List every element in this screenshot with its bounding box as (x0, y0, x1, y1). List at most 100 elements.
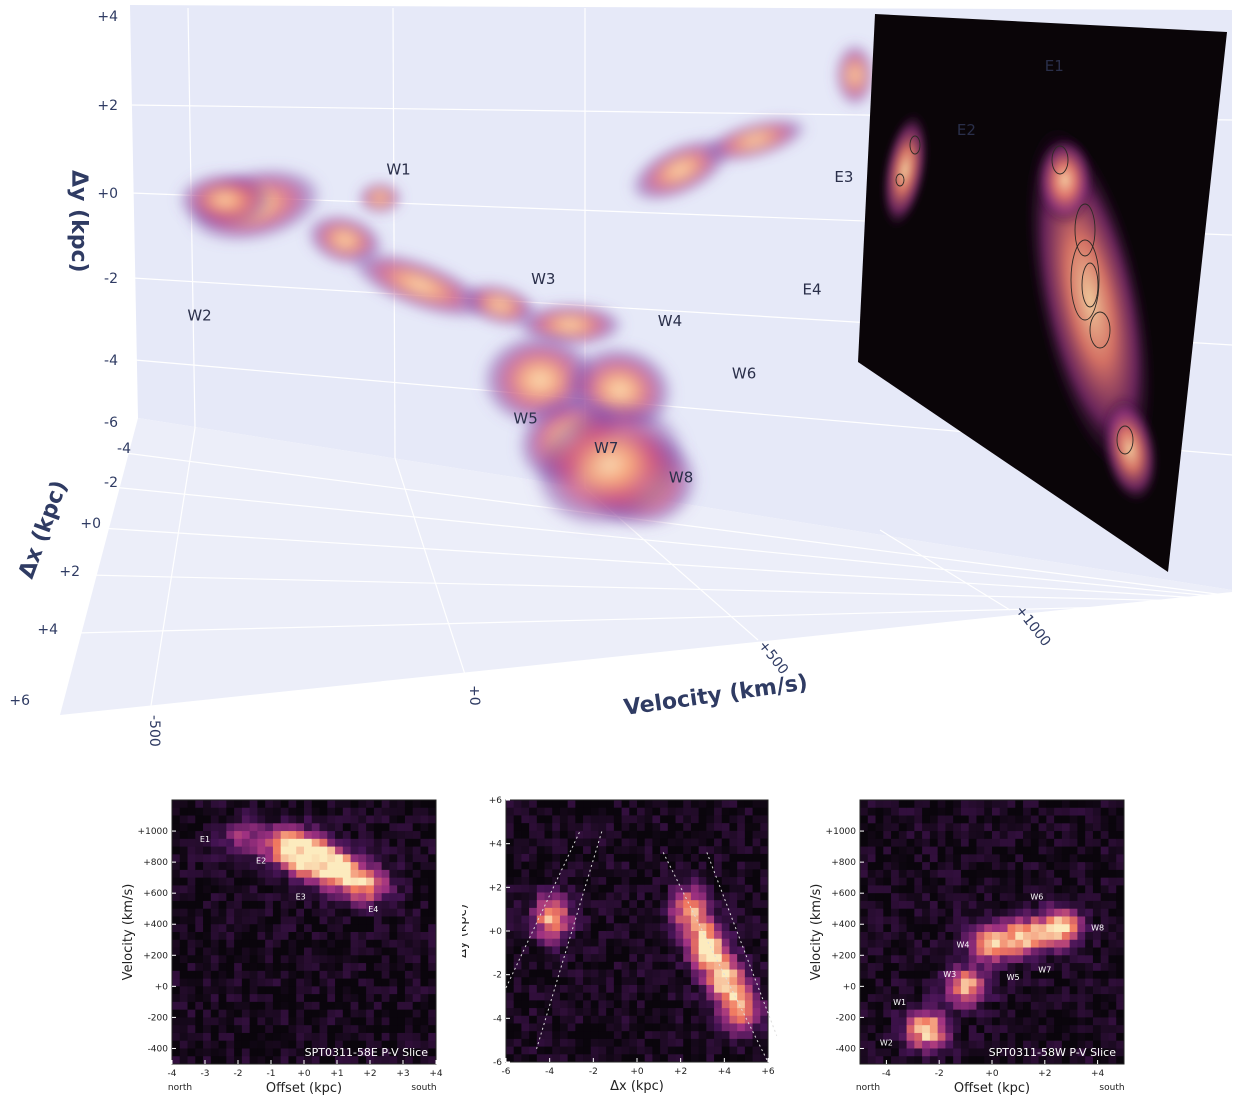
intensity-pixel (296, 893, 305, 902)
intensity-pixel (397, 1001, 406, 1011)
intensity-pixel (629, 1000, 638, 1009)
intensity-pixel (992, 807, 1001, 817)
intensity-pixel (241, 963, 251, 972)
intensity-pixel (976, 815, 985, 824)
intensity-pixel (583, 861, 592, 870)
intensity-pixel (234, 1001, 243, 1011)
intensity-pixel (984, 947, 993, 956)
intensity-pixel (968, 900, 978, 910)
intensity-pixel (381, 815, 391, 824)
intensity-pixel (945, 1009, 954, 1019)
intensity-pixel (536, 915, 546, 924)
intensity-pixel (304, 893, 313, 902)
intensity-pixel (404, 970, 414, 980)
intensity-pixel (1077, 831, 1086, 840)
intensity-pixel (606, 938, 615, 948)
intensity-pixel (389, 1056, 398, 1064)
intensity-pixel (311, 978, 321, 987)
intensity-pixel (1108, 1017, 1117, 1026)
intensity-pixel (575, 1023, 584, 1032)
intensity-pixel (304, 932, 313, 941)
intensity-pixel (381, 947, 391, 956)
intensity-pixel (420, 807, 429, 817)
intensity-pixel (999, 924, 1009, 933)
intensity-pixel (667, 969, 677, 978)
intensity-pixel (1061, 955, 1071, 964)
intensity-pixel (1015, 1009, 1024, 1019)
intensity-pixel (529, 907, 538, 917)
intensity-pixel (1023, 815, 1032, 824)
intensity-pixel (404, 900, 414, 910)
intensity-pixel (210, 955, 220, 964)
intensity-pixel (999, 1017, 1009, 1026)
intensity-pixel (397, 823, 406, 832)
intensity-pixel (867, 1009, 877, 1019)
intensity-pixel (241, 970, 251, 980)
intensity-pixel (737, 900, 746, 909)
intensity-pixel (1108, 862, 1117, 871)
intensity-pixel (506, 938, 515, 948)
intensity-pixel (397, 900, 406, 910)
intensity-pixel (241, 1056, 251, 1064)
intensity-pixel (272, 823, 282, 832)
intensity-pixel (683, 900, 692, 909)
intensity-pixel (621, 1000, 630, 1009)
intensity-pixel (1108, 939, 1117, 949)
intensity-pixel (1023, 1032, 1032, 1042)
intensity-pixel (567, 923, 576, 932)
intensity-pixel (296, 823, 305, 832)
intensity-pixel (172, 924, 181, 933)
intensity-pixel (737, 1038, 746, 1048)
intensity-pixel (752, 884, 761, 894)
intensity-pixel (968, 947, 978, 956)
intensity-pixel (241, 800, 251, 809)
intensity-pixel (867, 932, 877, 941)
intensity-pixel (187, 924, 196, 933)
intensity-pixel (752, 892, 761, 901)
intensity-pixel (172, 908, 181, 918)
intensity-pixel (606, 977, 615, 986)
intensity-pixel (529, 830, 538, 840)
intensity-pixel (1030, 1009, 1040, 1019)
intensity-pixel (218, 1056, 227, 1064)
intensity-pixel (706, 992, 715, 1001)
intensity-pixel (373, 1001, 383, 1011)
contour-line (1070, 239, 1100, 321)
intensity-pixel (288, 846, 297, 855)
intensity-pixel (721, 861, 731, 870)
intensity-pixel (999, 838, 1009, 848)
intensity-pixel (906, 854, 915, 863)
intensity-pixel (660, 1038, 669, 1048)
intensity-pixel (311, 1040, 321, 1050)
intensity-pixel (744, 823, 754, 832)
intensity-pixel (1092, 932, 1102, 941)
intensity-pixel (875, 986, 884, 995)
intensity-pixel (172, 1032, 181, 1042)
intensity-pixel (613, 900, 623, 909)
intensity-pixel (304, 1040, 313, 1050)
intensity-pixel (953, 963, 962, 972)
intensity-pixel (652, 961, 661, 971)
intensity-pixel (953, 924, 962, 933)
intensity-pixel (644, 900, 654, 909)
intensity-pixel (226, 900, 235, 910)
intensity-pixel (404, 1001, 414, 1011)
intensity-pixel (506, 984, 515, 994)
intensity-pixel (241, 955, 251, 964)
intensity-pixel (428, 978, 436, 987)
intensity-pixel (187, 970, 196, 980)
y-axis-label: Δy (kpc) (462, 904, 470, 958)
intensity-pixel (311, 877, 321, 887)
intensity-pixel (319, 1048, 328, 1057)
intensity-pixel (744, 1054, 754, 1062)
intensity-pixel (1007, 963, 1016, 972)
intensity-pixel (350, 900, 359, 910)
intensity-pixel (412, 885, 422, 894)
intensity-pixel (752, 877, 761, 886)
intensity-pixel (1092, 1009, 1102, 1019)
intensity-pixel (898, 807, 908, 817)
intensity-pixel (272, 1001, 282, 1011)
intensity-pixel (744, 923, 754, 932)
intensity-pixel (652, 907, 661, 917)
intensity-pixel (544, 938, 553, 948)
